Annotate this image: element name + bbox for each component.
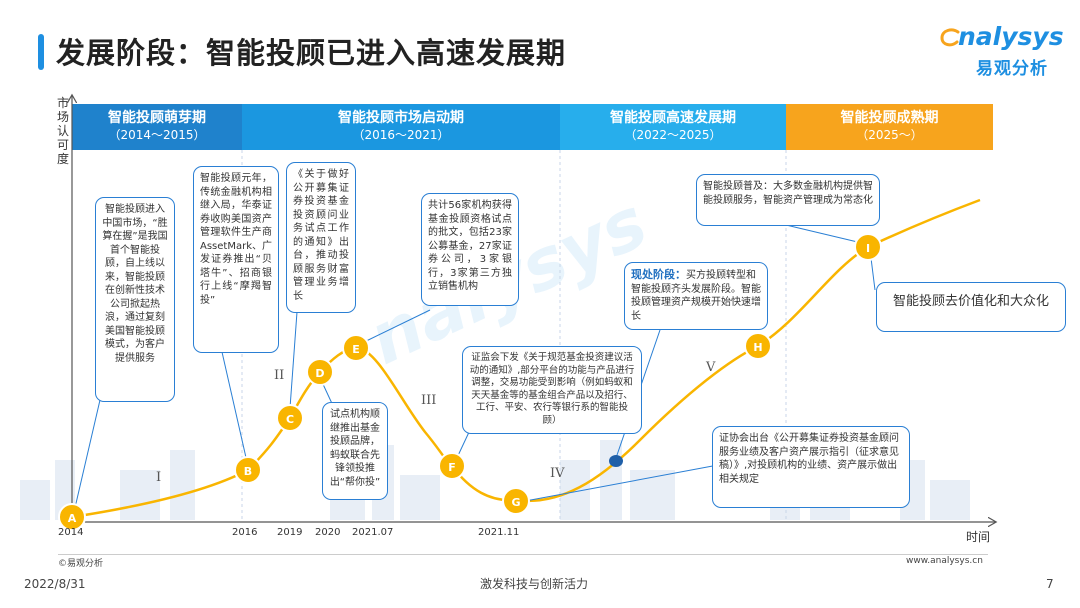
curve-point-f: F [438,452,466,480]
curve-point-d: D [306,358,334,386]
callout-e: 共计56家机构获得基金投顾资格试点的批文，包括23家公募基金，27家证券公司，3… [421,193,519,306]
callout-pointer-g [519,464,719,503]
page-number: 7 [1046,577,1054,591]
phase-roman-5: V [706,360,716,375]
current-stage-text: 买方投顾转型和智能投顾齐头发展阶段。智能投顾管理资产规模开始快速增长 [631,270,761,322]
phase-roman-3: III [421,393,437,408]
x-tick: 2014 [58,527,84,538]
stage-name: 智能投顾高速发展期 [610,110,736,126]
stage-years: （2014～2015） [108,128,206,142]
x-tick: 2020 [315,527,341,538]
stage-years: （2022～2025） [624,128,722,142]
y-axis-label: 市场认可度 [57,96,70,166]
website: www.analysys.cn [906,556,983,566]
curve-point-g: G [502,487,530,515]
stage-years: （2016～2021） [352,128,450,142]
curve-point-b: B [234,456,262,484]
curve-point-c: C [276,404,304,432]
callout-g: 证协会出台《公开募集证券投资基金顾问服务业绩及客户资产展示指引（征求意见稿）》,… [712,426,910,508]
footer-divider [58,554,988,555]
callout-pointer-e [357,309,431,346]
page-title: 发展阶段：智能投顾已进入高速发展期 [56,36,567,70]
x-tick: 2019 [277,527,303,538]
slide-date: 2022/8/31 [24,577,86,591]
source-note: ©易观分析 [58,559,104,569]
callout-now: 现处阶段：买方投顾转型和智能投顾齐头发展阶段。智能投顾管理资产规模开始快速增长 [624,262,768,330]
stage-sprout: 智能投顾萌芽期 （2014～2015） [72,104,242,150]
x-tick: 2016 [232,527,258,538]
x-axis-label: 时间 [966,530,991,544]
slide-slogan: 激发科技与创新活力 [480,577,589,591]
stage-rapid-growth: 智能投顾高速发展期 （2022～2025） [560,104,786,150]
logo-swoosh-icon [940,28,960,47]
callout-f: 证监会下发《关于规范基金投资建议活动的通知》,部分平台的功能与产品进行调整，交易… [462,346,642,434]
callout-b: 智能投顾元年，传统金融机构相继入局，华泰证券收购美国资产管理软件生产商Asset… [193,166,279,353]
current-position-marker [609,455,623,467]
curve-point-e: E [342,334,370,362]
title-accent-bar [38,34,44,70]
current-stage-title: 现处阶段： [631,268,686,281]
phase-roman-1: I [156,470,162,485]
callout-i: 智能投顾普及：大多数金融机构提供智能投顾服务，智能资产管理成为常态化 [696,174,880,226]
callout-d: 试点机构顺继推出基金投顾品牌，蚂蚁联合先锋领投推出“帮你投” [322,402,388,500]
curve-point-h: H [744,332,772,360]
logo-text-cn: 易观分析 [976,59,1048,79]
phase-roman-2: II [274,368,285,383]
x-tick: 2021.07 [352,527,394,538]
curve-point-a: A [58,503,86,531]
callout-pointer-c [289,311,298,409]
callout-a: 智能投顾进入中国市场，“胜算在握”是我国首个智能投顾，自上线以来，智能投顾在创新… [95,197,175,402]
callout-c: 《关于做好公开募集证券投资基金投资顾问业务试点工作的通知》出台，推动投顾服务财富… [286,162,356,313]
stage-name: 智能投顾成熟期 [840,110,939,126]
callout-pointer-b [221,351,248,463]
callout-future: 智能投顾去价值化和大众化 [876,282,1066,332]
stage-name: 智能投顾市场启动期 [338,110,464,126]
curve-point-i: I [854,233,882,261]
stage-launch: 智能投顾市场启动期 （2016～2021） [242,104,560,150]
logo-text-en: nalysys [958,22,1064,51]
x-tick: 2021.11 [478,527,520,538]
callout-pointer-a [73,399,101,513]
stage-name: 智能投顾萌芽期 [108,110,206,126]
stage-mature: 智能投顾成熟期 （2025～） [786,104,993,150]
stage-years: （2025～） [856,128,923,142]
phase-roman-4: IV [550,466,565,481]
